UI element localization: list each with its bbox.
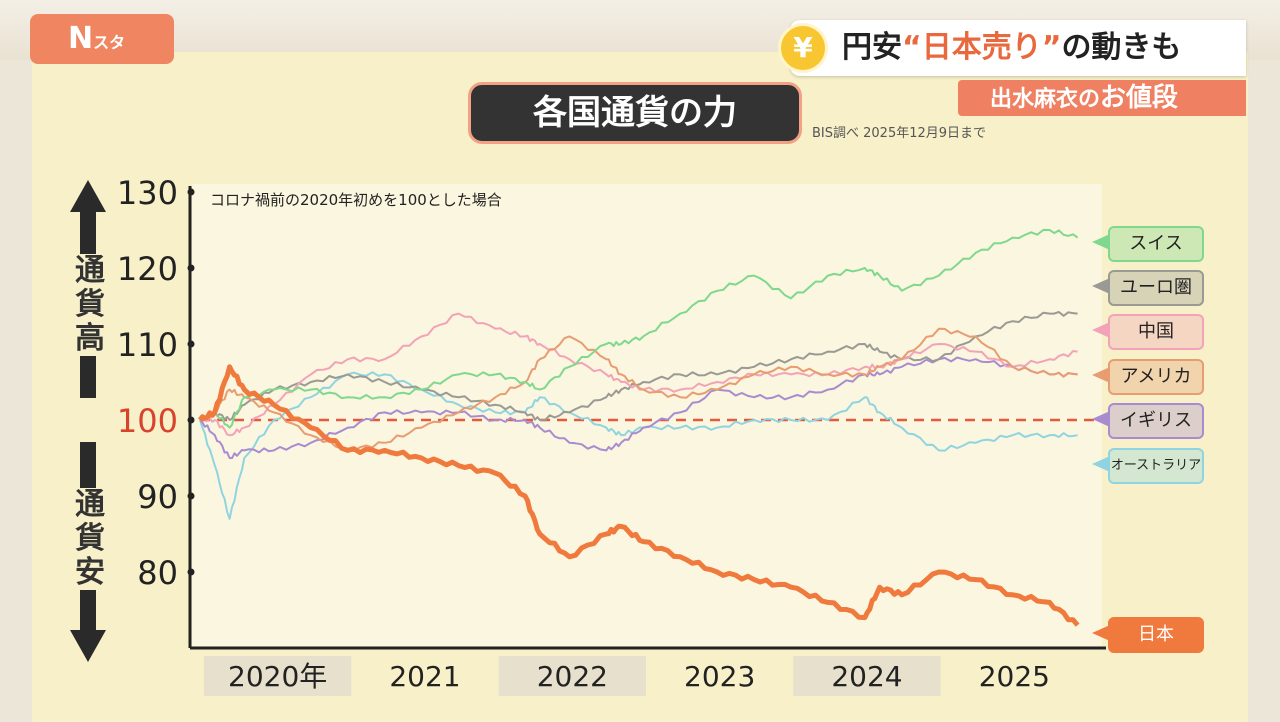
- plot-area: [192, 184, 1102, 646]
- x-category-band: [204, 656, 352, 696]
- headline-banner: ¥ 円安“日本売り”の動きも: [778, 20, 1246, 76]
- x-tick-label: 2021: [389, 660, 460, 693]
- x-tick-label: 2020年: [228, 660, 327, 693]
- legend-オーストラリア: オーストラリア: [1108, 448, 1204, 484]
- legend-アメリカ: アメリカ: [1108, 359, 1204, 395]
- x-tick-label: 2022: [537, 660, 608, 693]
- legend-pointer: [1092, 625, 1110, 641]
- series-line-アメリカ: [199, 327, 1078, 453]
- x-category-band: [793, 656, 941, 696]
- legend-スイス: スイス: [1108, 226, 1204, 262]
- y-tick-label: 110: [117, 326, 178, 364]
- x-category-band: [646, 656, 794, 696]
- chart-source: BIS調べ 2025年12月9日まで: [812, 126, 987, 141]
- series-line-イギリス: [199, 356, 1078, 460]
- x-tick-label: 2023: [684, 660, 755, 693]
- series-line-中国: [199, 312, 1078, 437]
- legend-pointer: [1092, 322, 1110, 338]
- y-tick-label: 130: [117, 174, 178, 212]
- x-category-band: [351, 656, 499, 696]
- ylabel-currency-weak: 通貨安: [70, 488, 110, 590]
- program-logo: Nスタ: [30, 14, 174, 64]
- segment-title: 出水麻衣のお値段: [958, 80, 1246, 116]
- x-tick-label: 2025: [979, 660, 1050, 693]
- y-tick-label: 80: [137, 554, 178, 592]
- series-line-オーストラリア: [199, 371, 1078, 520]
- chart-note: コロナ禍前の2020年初めを100とした場合: [210, 191, 502, 209]
- y-tick-label: 90: [137, 478, 178, 516]
- legend-pointer: [1092, 411, 1110, 427]
- legend-pointer: [1092, 234, 1110, 250]
- ylabel-currency-strong: 通貨高: [70, 254, 110, 356]
- series-line-日本: [198, 364, 1080, 627]
- x-category-band: [498, 656, 646, 696]
- y-tick-label: 120: [117, 250, 178, 288]
- legend-中国: 中国: [1108, 314, 1204, 350]
- y-tick-label: 100: [117, 402, 178, 440]
- legend-pointer: [1092, 278, 1110, 294]
- legend-pointer: [1092, 456, 1110, 472]
- legend-日本: 日本: [1108, 617, 1204, 653]
- x-category-band: [940, 656, 1088, 696]
- legend-イギリス: イギリス: [1108, 403, 1204, 439]
- x-tick-label: 2024: [831, 660, 902, 693]
- headline-text: 円安“日本売り”の動きも: [842, 30, 1182, 65]
- legend-ユーロ圏: ユーロ圏: [1108, 270, 1204, 306]
- legend-pointer: [1092, 367, 1110, 383]
- chart-title: 各国通貨の力: [468, 82, 802, 144]
- yen-coin-icon: ¥: [778, 23, 828, 73]
- series-line-スイス: [199, 228, 1079, 429]
